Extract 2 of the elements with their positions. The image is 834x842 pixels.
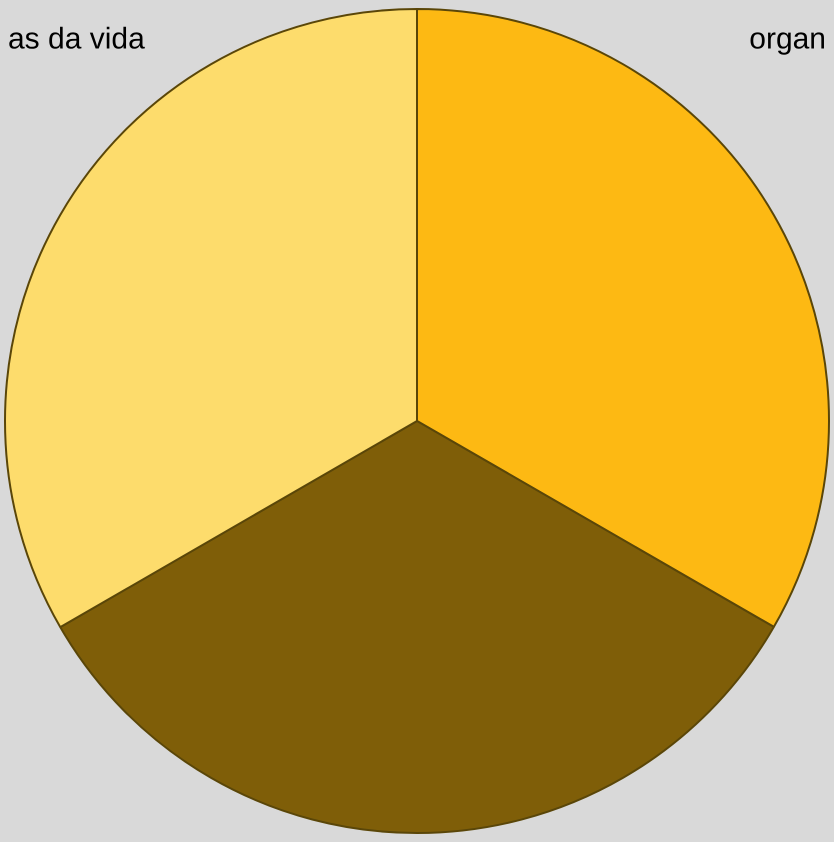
slice-label: organ — [749, 22, 826, 56]
slice-label: as da vida — [8, 22, 146, 56]
